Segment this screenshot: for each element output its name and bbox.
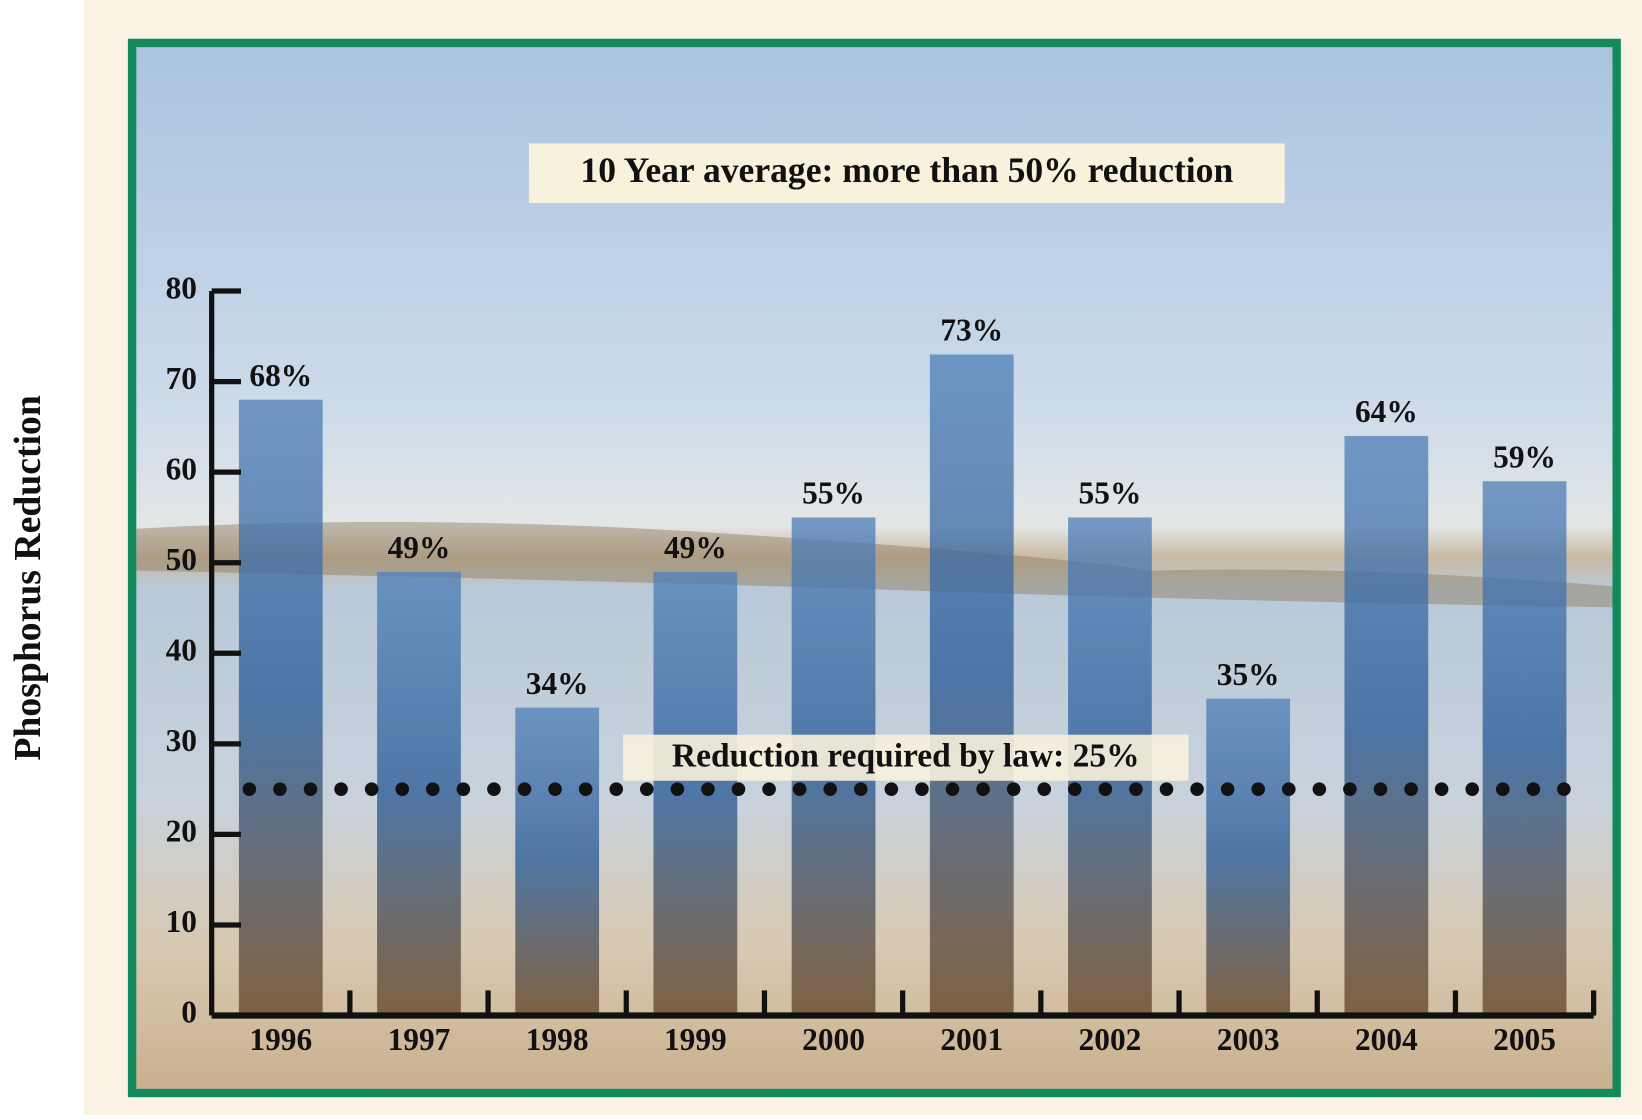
x-tick-label: 1998 [526,1022,589,1057]
y-tick-label: 30 [166,723,197,758]
x-tick-label: 2004 [1355,1022,1418,1057]
bar [653,572,737,1016]
y-tick-label: 50 [166,542,197,577]
value-label: 55% [802,476,865,511]
x-tick-label: 1999 [664,1022,727,1057]
x-tick-label: 1997 [388,1022,451,1057]
y-tick-label: 60 [166,451,197,486]
bar [1483,481,1567,1015]
y-tick-label: 10 [166,904,197,939]
x-tick-label: 1996 [249,1022,312,1057]
value-label: 73% [940,313,1003,348]
bar [1206,699,1290,1016]
value-label: 49% [388,530,451,565]
bar [239,400,323,1016]
page: {"chart_data": {"type": "bar", "title": … [0,0,1642,1115]
x-tick-label: 2001 [940,1022,1003,1057]
y-tick-label: 40 [166,632,197,667]
bar [930,354,1014,1015]
value-label: 35% [1217,657,1280,692]
y-tick-label: 20 [166,814,197,849]
value-label: 34% [526,666,589,701]
value-label: 59% [1493,439,1556,474]
value-label: 68% [249,358,312,393]
value-label: 49% [664,530,727,565]
chart: 10 Year average: more than 50% reduction… [0,0,1642,1115]
y-tick-label: 70 [166,361,197,396]
y-tick-label: 80 [166,270,197,305]
value-label: 55% [1079,476,1142,511]
bar [1344,436,1428,1016]
x-tick-label: 2003 [1217,1022,1280,1057]
y-tick-label: 0 [181,995,197,1030]
x-tick-label: 2005 [1493,1022,1556,1057]
value-label: 64% [1355,394,1418,429]
x-tick-label: 2002 [1079,1022,1142,1057]
reference-label: Reduction required by law: 25% [672,737,1140,774]
x-tick-label: 2000 [802,1022,865,1057]
chart-title: 10 Year average: more than 50% reduction [580,150,1233,190]
y-axis-label: Phosphorus Reduction [7,395,49,760]
bar [377,572,461,1016]
bar [515,708,599,1016]
